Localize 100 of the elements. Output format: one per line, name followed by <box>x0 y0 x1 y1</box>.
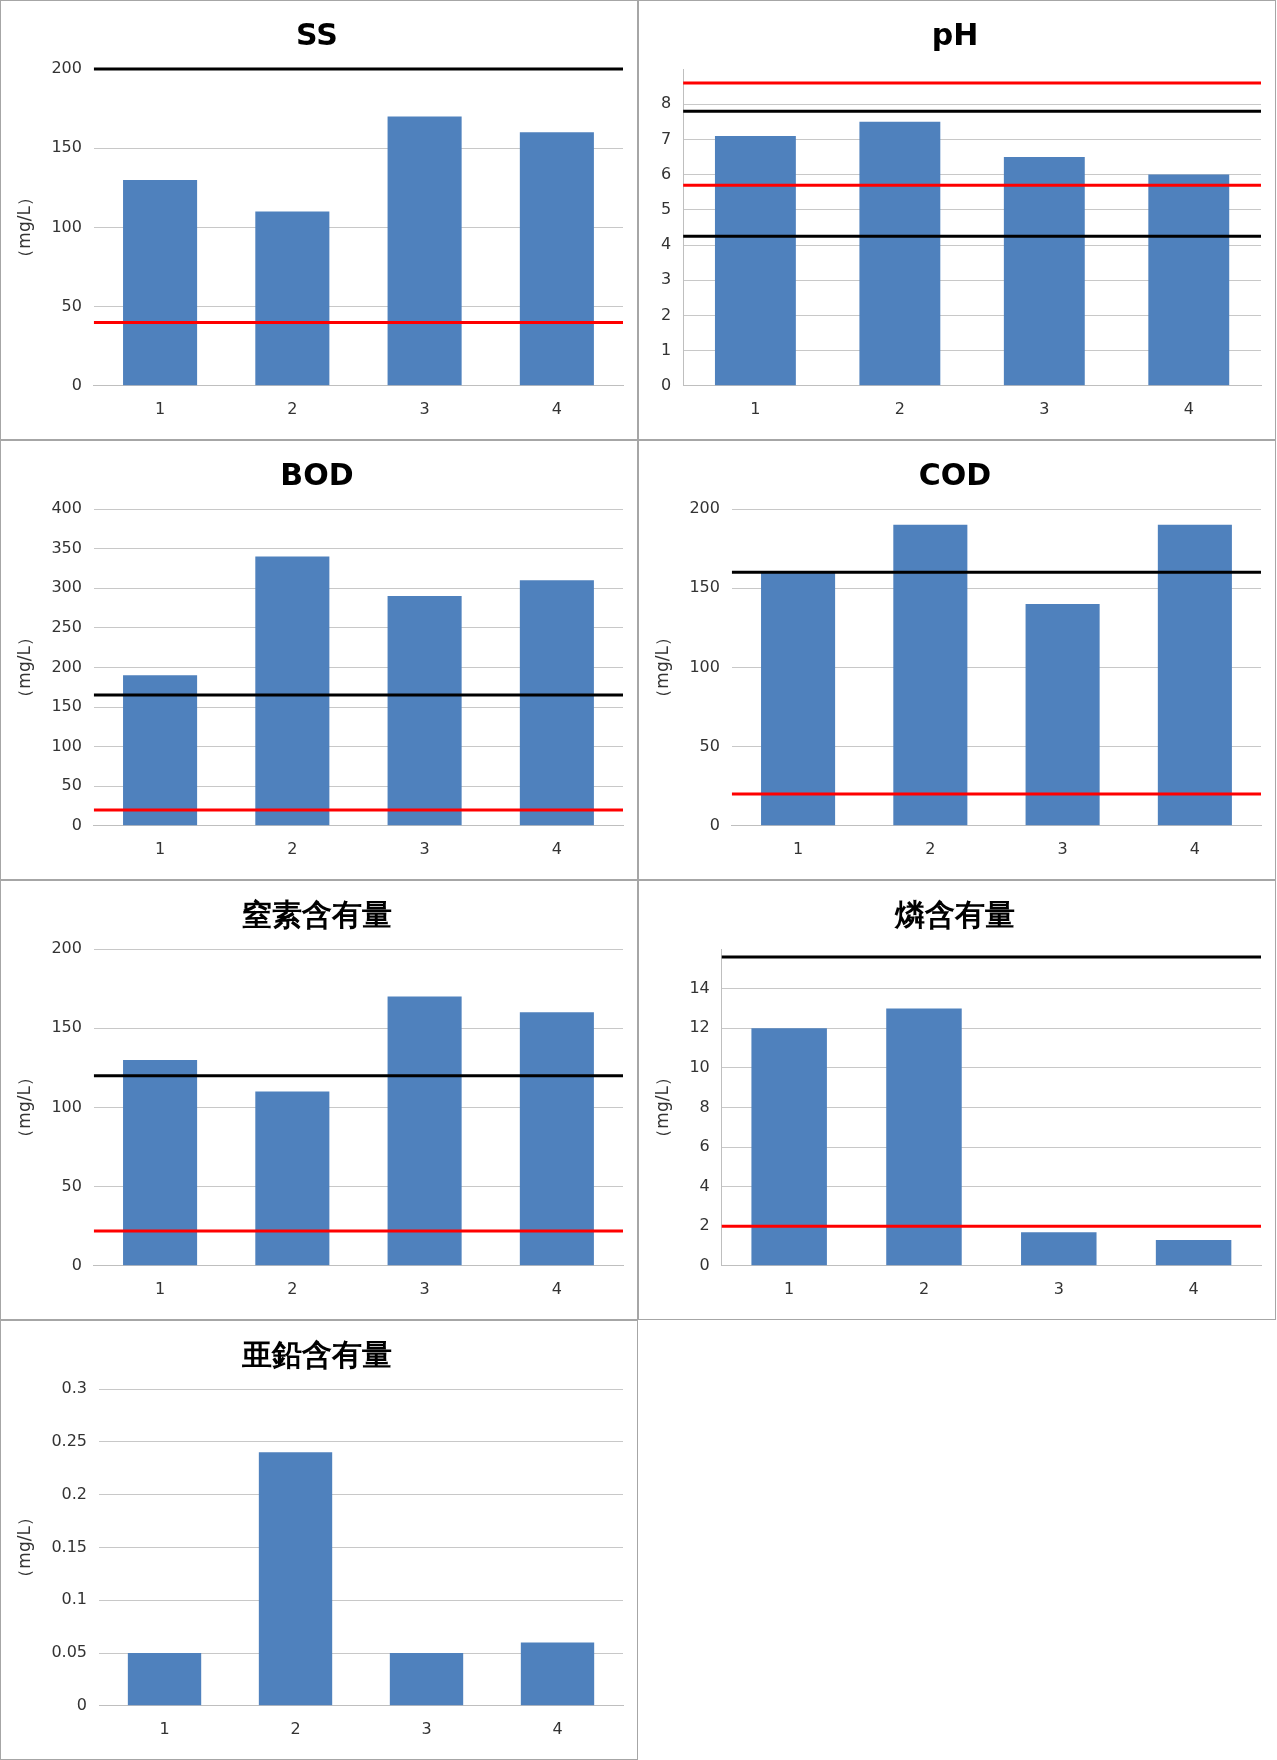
y-tick-label: 7 <box>660 128 672 148</box>
x-tick-label: 3 <box>1039 398 1050 418</box>
x-tick-label: 2 <box>287 1278 298 1298</box>
x-tick-label: 2 <box>290 1718 301 1738</box>
y-tick-label: 0.1 <box>61 1589 88 1609</box>
bar <box>1155 1240 1232 1266</box>
y-tick-label: 0 <box>660 374 672 394</box>
x-tick-label: 2 <box>925 838 936 858</box>
x-tick-label: 1 <box>750 398 761 418</box>
y-tick-label: 0.2 <box>61 1483 88 1503</box>
y-tick-label: 0 <box>71 814 82 834</box>
x-tick-label: 1 <box>159 1718 170 1738</box>
x-tick-label: 3 <box>1057 838 1068 858</box>
x-tick-label: 1 <box>154 838 166 858</box>
y-tick-label: 150 <box>51 1017 82 1037</box>
y-tick-label: 200 <box>689 498 720 518</box>
y-tick-label: 3 <box>660 269 672 289</box>
y-tick-label: 0 <box>699 1254 710 1274</box>
bar <box>387 596 462 826</box>
x-tick-label: 4 <box>551 398 562 418</box>
y-tick-label: 5 <box>660 198 672 218</box>
bar <box>255 211 330 386</box>
y-tick-label: 200 <box>51 938 82 958</box>
bar <box>123 675 198 826</box>
bar <box>886 1008 962 1266</box>
y-tick-label: 250 <box>51 616 82 636</box>
y-tick-label: 100 <box>689 656 720 676</box>
bar <box>389 1653 464 1706</box>
bar <box>255 556 330 826</box>
y-tick-label: 6 <box>660 163 672 183</box>
y-tick-label: 300 <box>51 577 82 597</box>
x-tick-label: 4 <box>551 838 562 858</box>
y-tick-label: 1 <box>660 339 672 359</box>
y-tick-label: 0 <box>76 1694 88 1714</box>
y-tick-label: 100 <box>51 1096 82 1116</box>
y-tick-label: 50 <box>61 295 82 315</box>
bar <box>387 116 462 386</box>
y-tick-label: 4 <box>699 1175 710 1195</box>
chart-title: 亜鉛含有量 <box>241 1336 392 1372</box>
chart-title: COD <box>918 456 992 492</box>
bar <box>1021 1232 1097 1266</box>
x-tick-label: 3 <box>419 398 430 418</box>
y-tick-label: 150 <box>51 696 82 716</box>
y-tick-label: 100 <box>51 216 82 236</box>
y-tick-label: 200 <box>51 656 82 676</box>
x-tick-label: 1 <box>154 398 166 418</box>
y-tick-label: 100 <box>51 735 82 755</box>
bar <box>127 1653 202 1706</box>
y-tick-label: 50 <box>699 735 720 755</box>
y-tick-label: 14 <box>689 977 710 997</box>
y-tick-label: 8 <box>699 1096 710 1116</box>
x-tick-label: 4 <box>1189 838 1200 858</box>
y-tick-label: 50 <box>61 775 82 795</box>
y-axis-title: （mg/L） <box>651 1069 672 1146</box>
y-tick-label: 2 <box>699 1215 710 1235</box>
y-tick-label: 0 <box>709 814 720 834</box>
x-tick-label: 4 <box>552 1718 563 1738</box>
y-axis-title: （mg/L） <box>13 629 34 706</box>
chart-title: 燐含有量 <box>894 896 1015 932</box>
bar <box>519 132 594 386</box>
bar <box>519 1012 594 1266</box>
chart-title: 窒素含有量 <box>242 896 392 932</box>
y-tick-label: 4 <box>660 234 672 254</box>
bar <box>751 1028 827 1266</box>
y-tick-label: 8 <box>660 93 672 113</box>
bar <box>714 135 796 386</box>
y-tick-label: 350 <box>51 537 82 557</box>
x-tick-label: 4 <box>1183 398 1194 418</box>
y-tick-label: 150 <box>689 577 720 597</box>
y-tick-label: 6 <box>699 1136 710 1156</box>
y-tick-label: 10 <box>689 1056 710 1076</box>
x-tick-label: 2 <box>287 398 298 418</box>
chart-title: pH <box>931 16 979 52</box>
y-tick-label: 2 <box>660 304 672 324</box>
x-tick-label: 3 <box>421 1718 432 1738</box>
x-tick-label: 3 <box>419 838 430 858</box>
x-tick-label: 3 <box>419 1278 430 1298</box>
y-tick-label: 150 <box>51 137 82 157</box>
bar <box>123 1059 198 1266</box>
bar <box>387 996 462 1266</box>
y-tick-label: 0.05 <box>51 1642 88 1662</box>
bar <box>123 179 198 386</box>
y-axis-title: （mg/L） <box>651 629 672 706</box>
y-tick-label: 0.3 <box>61 1378 88 1398</box>
bar <box>520 1642 595 1706</box>
x-tick-label: 2 <box>287 838 298 858</box>
y-tick-label: 200 <box>51 58 82 78</box>
y-axis-title: （mg/L） <box>13 189 34 266</box>
x-tick-label: 3 <box>1053 1278 1064 1298</box>
chart-title: BOD <box>280 456 354 492</box>
bar <box>1003 157 1085 386</box>
y-tick-label: 12 <box>689 1017 710 1037</box>
x-tick-label: 4 <box>1188 1278 1199 1298</box>
x-tick-label: 1 <box>784 1278 795 1298</box>
y-axis-title: （mg/L） <box>13 1069 34 1146</box>
y-tick-label: 50 <box>61 1175 82 1195</box>
x-tick-label: 2 <box>894 398 905 418</box>
bar <box>1148 174 1230 386</box>
y-axis-title: （mg/L） <box>13 1509 34 1586</box>
bar <box>258 1452 333 1706</box>
